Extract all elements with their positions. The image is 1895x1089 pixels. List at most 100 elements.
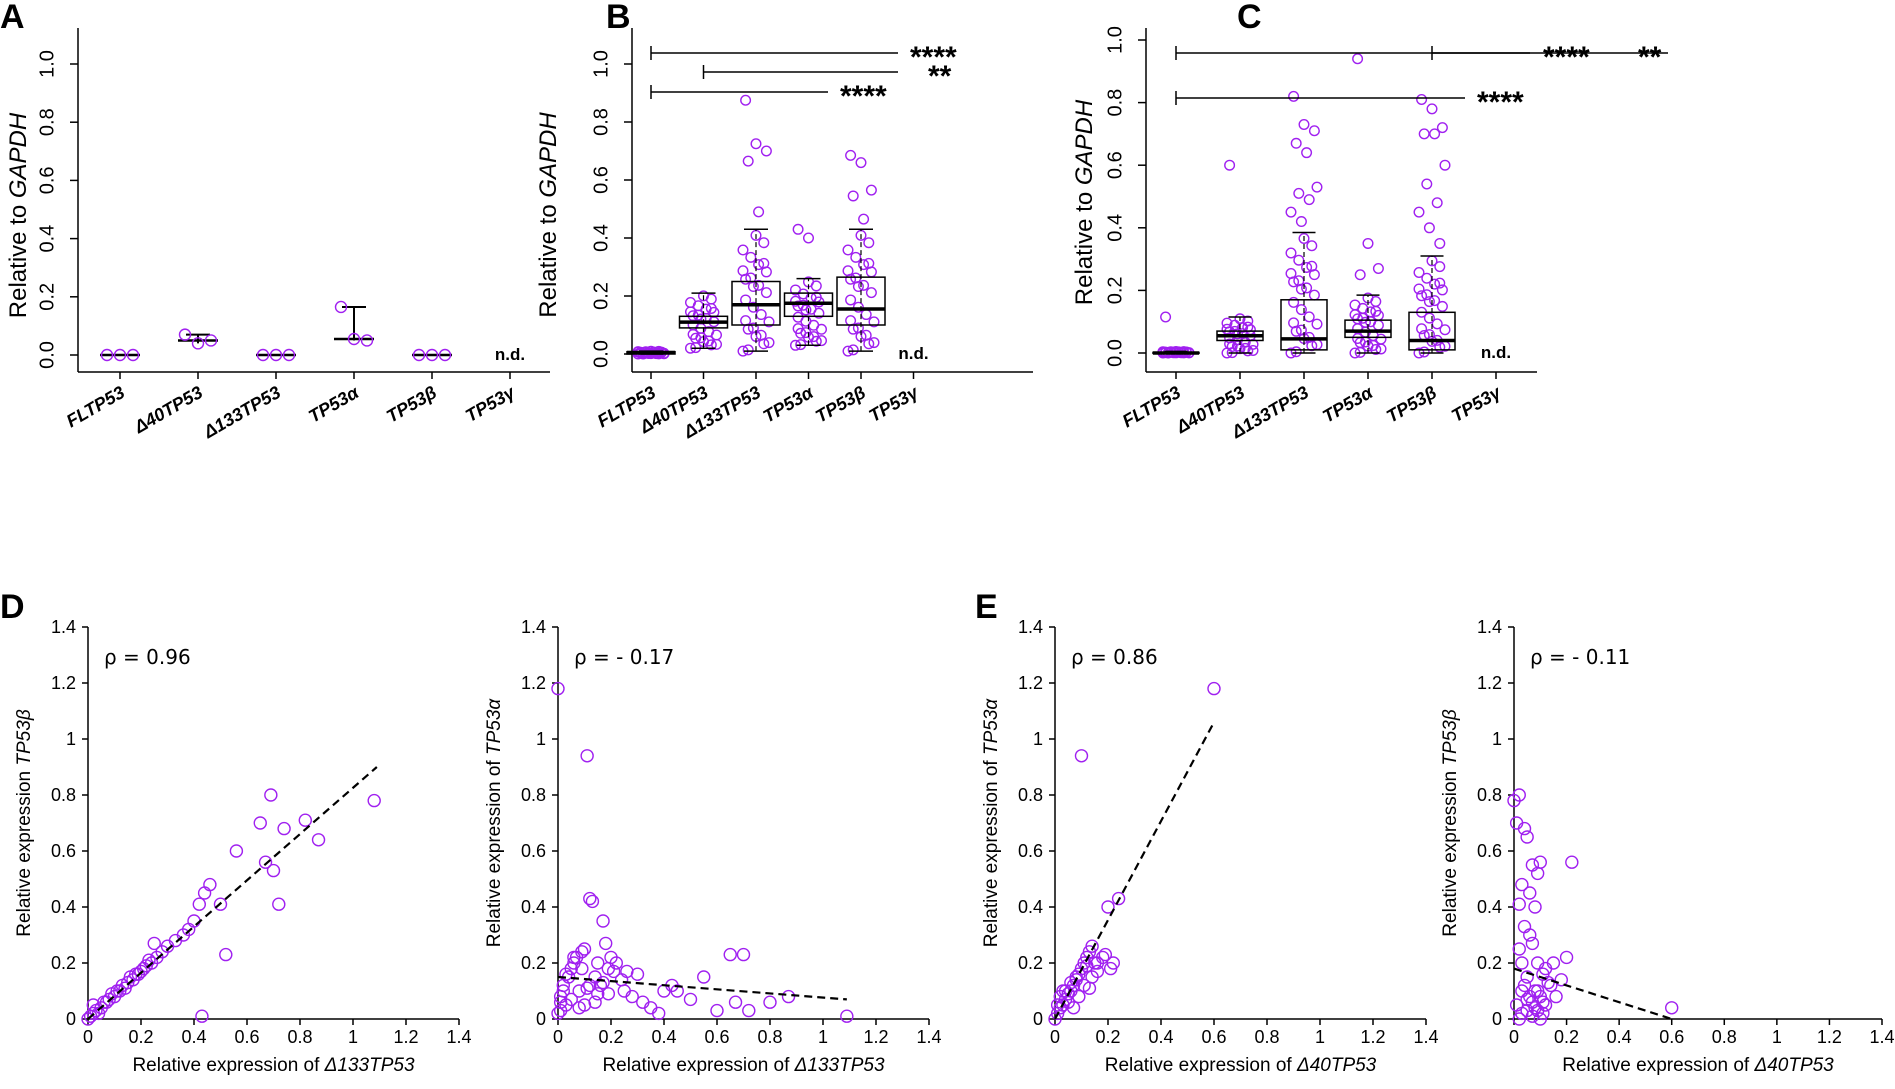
data-point bbox=[860, 329, 872, 341]
data-point bbox=[1101, 900, 1115, 914]
x-axis-label-gene: Δ40TP53 bbox=[1296, 1055, 1377, 1076]
data-point bbox=[1285, 267, 1297, 279]
y-axis-label-gene: GAPDH bbox=[1071, 99, 1098, 185]
y-axis-label-gene: TP53α bbox=[981, 698, 1002, 755]
x-tick-label: 0.2 bbox=[128, 1027, 153, 1047]
data-point bbox=[1069, 970, 1083, 984]
outlier-point bbox=[865, 184, 877, 196]
y-axis-label-prefix: Relative to bbox=[1071, 185, 1098, 305]
x-tick-label: 1.2 bbox=[393, 1027, 418, 1047]
outlier-point bbox=[1301, 147, 1313, 159]
panel-label-c: C bbox=[1237, 0, 1262, 36]
data-point bbox=[1665, 1001, 1679, 1015]
y-tick-label: 0.0 bbox=[590, 340, 612, 368]
x-tick-label: 1.4 bbox=[446, 1027, 471, 1047]
significance-stars: **** bbox=[1477, 86, 1524, 119]
y-tick-label: 1.2 bbox=[521, 673, 546, 693]
data-point bbox=[698, 290, 710, 302]
y-axis-label-gene: TP53α bbox=[484, 698, 505, 755]
x-axis-label: Relative expression of Δ40TP53 bbox=[1562, 1055, 1834, 1076]
data-point bbox=[1111, 891, 1126, 906]
y-tick-label: 0.4 bbox=[1104, 214, 1126, 242]
box-iqr bbox=[1280, 299, 1328, 351]
outlier-point bbox=[1434, 237, 1446, 249]
x-tick-label: 0 bbox=[553, 1027, 563, 1047]
data-point bbox=[1242, 321, 1254, 333]
x-axis-label: Relative expression of Δ40TP53 bbox=[1105, 1055, 1377, 1076]
data-point bbox=[596, 914, 610, 928]
data-point bbox=[863, 257, 875, 269]
data-point bbox=[575, 961, 589, 976]
box-iqr bbox=[1344, 319, 1392, 339]
data-point bbox=[272, 897, 286, 911]
x-tick-label: 0.6 bbox=[704, 1027, 729, 1047]
data-point bbox=[1301, 282, 1313, 294]
outlier-point bbox=[1160, 311, 1172, 323]
significance-stars: **** bbox=[1543, 41, 1590, 74]
y-tick-label: 0.2 bbox=[590, 282, 612, 310]
data-point bbox=[683, 992, 698, 1007]
not-detected-label: n.d. bbox=[898, 344, 928, 363]
data-point bbox=[1520, 830, 1534, 844]
correlation-label: ρ = 0.96 bbox=[104, 645, 191, 669]
x-category-label: TP53β bbox=[1383, 382, 1440, 426]
data-point bbox=[742, 1003, 756, 1018]
data-point bbox=[781, 989, 796, 1004]
x-tick-label: 0.8 bbox=[287, 1027, 312, 1047]
data-point bbox=[213, 897, 228, 911]
data-point bbox=[367, 793, 381, 808]
y-tick-label: 0.8 bbox=[51, 785, 76, 805]
data-point bbox=[1221, 317, 1233, 329]
data-point bbox=[1434, 277, 1446, 289]
data-point bbox=[1090, 956, 1105, 970]
data-point bbox=[1413, 283, 1425, 295]
data-point bbox=[1525, 858, 1540, 872]
data-point bbox=[630, 967, 645, 981]
data-point bbox=[1520, 970, 1534, 984]
outlier-point bbox=[1421, 178, 1433, 190]
data-point bbox=[852, 322, 864, 334]
data-point bbox=[277, 821, 291, 836]
data-point bbox=[842, 265, 854, 277]
data-point bbox=[585, 894, 600, 909]
data-point bbox=[264, 788, 278, 802]
data-point bbox=[572, 1001, 586, 1015]
data-point bbox=[191, 337, 205, 350]
x-tick-label: 0.4 bbox=[651, 1027, 676, 1047]
x-tick-label: 1.4 bbox=[1869, 1027, 1894, 1047]
x-axis-label-gene: Δ40TP53 bbox=[1753, 1055, 1834, 1076]
data-point bbox=[753, 279, 765, 291]
data-point bbox=[1288, 296, 1300, 308]
data-point bbox=[113, 348, 127, 362]
x-tick-label: 1.2 bbox=[1360, 1027, 1385, 1047]
data-point bbox=[203, 877, 217, 892]
regression-line bbox=[1513, 967, 1673, 1021]
data-point bbox=[1418, 346, 1430, 358]
data-point bbox=[617, 984, 631, 998]
data-point bbox=[737, 265, 749, 277]
data-point bbox=[745, 251, 757, 263]
data-point bbox=[1416, 290, 1428, 302]
data-point bbox=[1231, 340, 1243, 352]
x-category-label: TP53β bbox=[383, 382, 440, 426]
data-point bbox=[1525, 936, 1540, 951]
x-axis-label-prefix: Relative expression of bbox=[132, 1055, 324, 1076]
data-point bbox=[792, 323, 804, 335]
x-axis-label-gene: Δ133TP53 bbox=[794, 1055, 885, 1076]
y-tick-label: 0.6 bbox=[521, 841, 546, 861]
x-tick-label: 1 bbox=[818, 1027, 828, 1047]
x-category-label: TP53α bbox=[760, 382, 818, 427]
y-axis-label: Relative to GAPDH bbox=[1071, 99, 1098, 305]
data-point bbox=[1423, 312, 1435, 324]
box-iqr bbox=[836, 276, 886, 326]
data-point bbox=[740, 315, 752, 327]
data-point bbox=[1072, 989, 1086, 1004]
data-point bbox=[1512, 942, 1526, 956]
data-point bbox=[636, 995, 650, 1009]
outlier-point bbox=[1413, 206, 1425, 218]
x-axis-label: Relative expression of Δ133TP53 bbox=[132, 1055, 415, 1076]
data-point bbox=[269, 348, 283, 362]
y-axis-label-prefix: Relative expression of bbox=[981, 755, 1002, 947]
data-point bbox=[705, 303, 717, 315]
data-point bbox=[551, 1006, 565, 1021]
